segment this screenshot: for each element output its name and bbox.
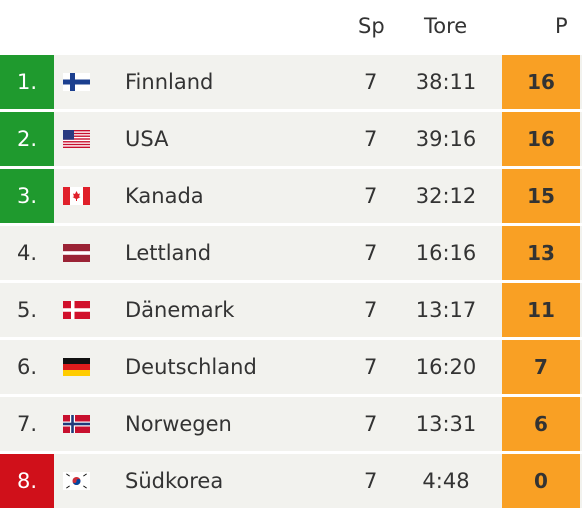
table-row: 3. Kanada 7 32:12 15 xyxy=(0,169,582,223)
team-name[interactable]: USA xyxy=(125,127,169,151)
goals: 38:11 xyxy=(415,70,477,94)
table-row: 6. Deutschland 7 16:20 7 xyxy=(0,340,582,394)
goals: 4:48 xyxy=(422,469,470,493)
rank-badge: 3. xyxy=(0,169,54,223)
rank-badge: 6. xyxy=(16,355,38,379)
games-played: 7 xyxy=(364,355,378,379)
header-goals: Tore xyxy=(424,14,468,38)
finland-flag-icon xyxy=(63,73,90,91)
goals: 16:16 xyxy=(415,241,477,265)
games-played: 7 xyxy=(364,127,378,151)
table-header: Sp Tore P xyxy=(0,0,582,53)
goals: 16:20 xyxy=(415,355,477,379)
points: 11 xyxy=(502,283,580,337)
games-played: 7 xyxy=(364,469,378,493)
rank-badge: 2. xyxy=(0,112,54,166)
canada-flag-icon xyxy=(63,187,90,205)
games-played: 7 xyxy=(364,298,378,322)
team-name[interactable]: Südkorea xyxy=(125,469,224,493)
team-name[interactable]: Kanada xyxy=(125,184,204,208)
goals: 13:17 xyxy=(415,298,477,322)
team-name[interactable]: Dänemark xyxy=(125,298,235,322)
team-name[interactable]: Finnland xyxy=(125,70,214,94)
points: 7 xyxy=(502,340,580,394)
points: 15 xyxy=(502,169,580,223)
games-played: 7 xyxy=(364,241,378,265)
team-name[interactable]: Norwegen xyxy=(125,412,232,436)
table-row: 8. Südkorea 7 4:48 0 xyxy=(0,454,582,508)
games-played: 7 xyxy=(364,70,378,94)
goals: 13:31 xyxy=(415,412,477,436)
norway-flag-icon xyxy=(63,415,90,433)
rank-badge: 5. xyxy=(16,298,38,322)
rank-badge: 8. xyxy=(0,454,54,508)
games-played: 7 xyxy=(364,184,378,208)
latvia-flag-icon xyxy=(63,244,90,262)
rank-badge: 7. xyxy=(16,412,38,436)
games-played: 7 xyxy=(364,412,378,436)
goals: 32:12 xyxy=(415,184,477,208)
table-row: 5. Dänemark 7 13:17 11 xyxy=(0,283,582,337)
table-row: 7. Norwegen 7 13:31 6 xyxy=(0,397,582,451)
table-row: 2. USA 7 39:16 16 xyxy=(0,112,582,166)
rank-badge: 4. xyxy=(16,241,38,265)
points: 16 xyxy=(502,112,580,166)
table-row: 4. Lettland 7 16:16 13 xyxy=(0,226,582,280)
rank-badge: 1. xyxy=(0,55,54,109)
germany-flag-icon xyxy=(63,358,90,376)
points: 0 xyxy=(502,454,580,508)
goals: 39:16 xyxy=(415,127,477,151)
denmark-flag-icon xyxy=(63,301,90,319)
header-points: P xyxy=(555,14,568,38)
points: 6 xyxy=(502,397,580,451)
table-row: 1. Finnland 7 38:11 16 xyxy=(0,55,582,109)
points: 13 xyxy=(502,226,580,280)
south-korea-flag-icon xyxy=(63,472,90,490)
header-games: Sp xyxy=(358,14,385,38)
team-name[interactable]: Deutschland xyxy=(125,355,257,379)
usa-flag-icon xyxy=(63,130,90,148)
team-name[interactable]: Lettland xyxy=(125,241,212,265)
points: 16 xyxy=(502,55,580,109)
